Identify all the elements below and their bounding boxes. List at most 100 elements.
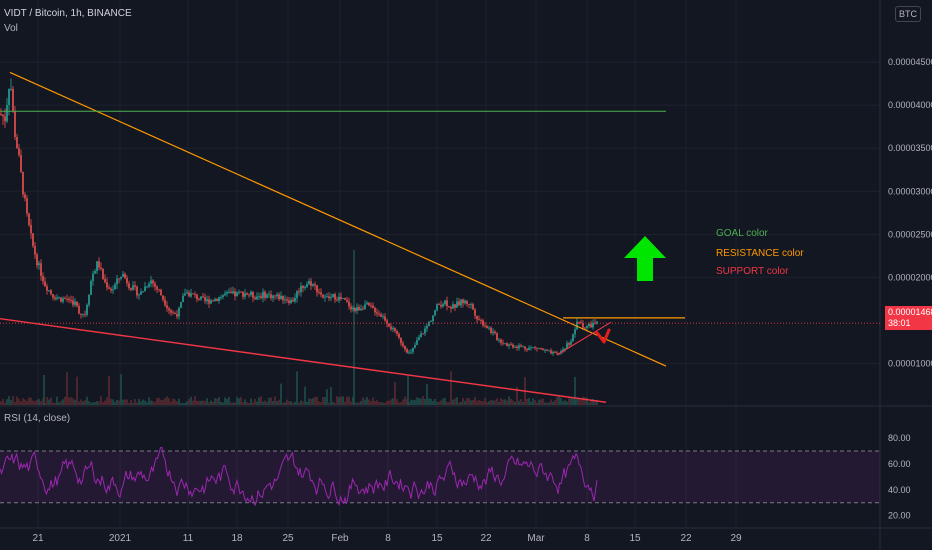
price-axis-label: 0.00004000 <box>888 100 932 110</box>
price-axis-label: 0.00002000 <box>888 272 932 282</box>
candle-body <box>64 298 66 300</box>
candle-body <box>450 306 452 309</box>
volume-bar <box>394 382 396 405</box>
volume-bar <box>308 398 310 405</box>
volume-bar <box>216 398 218 405</box>
volume-bar <box>380 401 382 405</box>
volume-bar <box>178 398 180 405</box>
candle-body <box>12 88 14 112</box>
candle-body <box>290 299 292 304</box>
volume-bar <box>264 400 266 405</box>
volume-bar <box>310 398 312 405</box>
candle-body <box>424 328 426 334</box>
volume-bar <box>172 398 174 405</box>
candle-body <box>148 283 150 287</box>
candle-body <box>298 291 300 293</box>
candle-body <box>216 298 218 301</box>
volume-bar <box>256 401 258 405</box>
candle-body <box>562 349 564 352</box>
volume-bar <box>336 396 338 405</box>
volume-bar <box>270 397 272 405</box>
drawing-lines[interactable] <box>0 71 880 403</box>
candle-body <box>240 291 242 293</box>
currency-badge[interactable]: BTC <box>895 6 921 22</box>
candle-body <box>540 348 542 350</box>
candle-body <box>468 303 470 305</box>
candle-body <box>394 328 396 331</box>
candle-body <box>122 273 124 277</box>
volume-bar <box>86 396 88 405</box>
volume-bar <box>442 398 444 405</box>
volume-bar <box>396 399 398 405</box>
volume-bar <box>94 402 96 405</box>
volume-bar <box>226 398 228 405</box>
candle-body <box>322 294 324 298</box>
volume-bar <box>24 399 26 405</box>
volume-bar <box>14 401 16 405</box>
candle-body <box>186 292 188 294</box>
annotation-arrows <box>595 236 666 344</box>
candle-body <box>426 325 428 329</box>
volume-bar <box>118 400 120 405</box>
candle-body <box>160 289 162 296</box>
candle-body <box>34 246 36 255</box>
candle-body <box>54 297 56 299</box>
goal-up-arrow-icon <box>624 236 666 281</box>
volume-bar <box>584 397 586 405</box>
candle-body <box>126 278 128 284</box>
candle-body <box>476 315 478 320</box>
candle-body <box>224 293 226 296</box>
candle-body <box>140 291 142 295</box>
volume-bar <box>578 398 580 405</box>
rsi-line <box>0 446 598 507</box>
volume-bar <box>244 399 246 405</box>
candle-body <box>504 343 506 345</box>
candle-body <box>96 261 98 272</box>
candle-body <box>520 345 522 347</box>
volume-bar <box>450 371 452 405</box>
candle-body <box>284 299 286 301</box>
candle-body <box>564 348 566 350</box>
candle-body <box>198 299 200 301</box>
candle-body <box>338 296 340 301</box>
volume-bar <box>112 399 114 405</box>
volume-bar <box>168 398 170 405</box>
candle-body <box>348 301 350 307</box>
volume-bar <box>252 402 254 405</box>
volume-bar <box>30 397 32 405</box>
candle-body <box>314 284 316 286</box>
candle-body <box>24 194 26 199</box>
volume-bar <box>18 398 20 405</box>
rsi-pane <box>0 446 880 507</box>
volume-bar <box>424 398 426 405</box>
candle-body <box>546 349 548 351</box>
candle-body <box>190 293 192 297</box>
volume-bar <box>312 398 314 405</box>
candle-body <box>232 291 234 294</box>
volume-bar <box>426 384 428 405</box>
volume-bar <box>376 400 378 405</box>
volume-bar <box>398 402 400 405</box>
candle-body <box>118 278 120 280</box>
candle-body <box>452 304 454 309</box>
volume-bar <box>522 401 524 405</box>
candle-body <box>346 299 348 302</box>
symbol-title[interactable]: VIDT / Bitcoin, 1h, BINANCE <box>4 8 132 19</box>
volume-bar <box>248 402 250 405</box>
volume-bar <box>548 402 550 405</box>
volume-bar <box>298 402 300 405</box>
volume-bar <box>36 399 38 405</box>
candle-body <box>46 286 48 291</box>
candle-body <box>492 331 494 333</box>
candle-body <box>362 308 364 310</box>
rsi-label[interactable]: RSI (14, close) <box>4 413 71 424</box>
volume-bar <box>532 398 534 405</box>
volume-bar <box>22 398 24 405</box>
candle-body <box>8 88 10 106</box>
volume-bar <box>46 397 48 405</box>
candle-body <box>164 299 166 306</box>
candle-body <box>204 297 206 302</box>
volume-bar <box>334 402 336 405</box>
volume-bar <box>422 396 424 405</box>
